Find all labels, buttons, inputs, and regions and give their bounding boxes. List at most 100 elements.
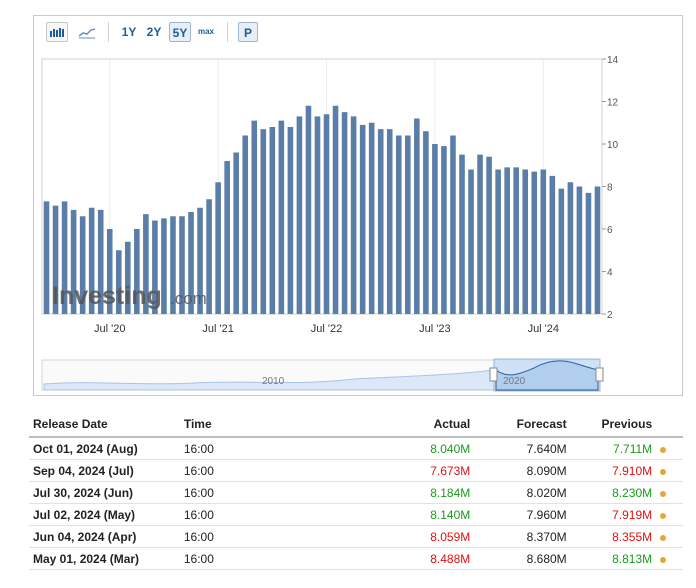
bar[interactable]	[242, 135, 249, 315]
row-date: Oct 01, 2024 (Aug)	[29, 437, 180, 460]
bar[interactable]	[278, 120, 285, 315]
bar[interactable]	[79, 216, 86, 314]
chart-toolbar: 1Y 2Y 5Y max P	[34, 16, 682, 50]
bar[interactable]	[269, 127, 276, 314]
bar[interactable]	[61, 201, 68, 315]
bar[interactable]	[567, 182, 574, 314]
navigator-selection-line	[495, 360, 599, 391]
bar[interactable]	[423, 131, 429, 314]
status-dot-icon	[660, 490, 667, 497]
bar[interactable]	[115, 250, 122, 314]
bar[interactable]	[414, 118, 420, 315]
y-tick-label: 14	[607, 55, 619, 66]
row-forecast: 8.370M	[474, 525, 571, 548]
row-actual: 8.184M	[309, 481, 475, 504]
watermark-com: .com	[170, 289, 207, 308]
bar-chart-icon[interactable]	[46, 22, 68, 42]
status-dot-icon	[660, 468, 667, 475]
bar[interactable]	[395, 135, 402, 315]
navigator[interactable]: 2010 2020	[41, 358, 604, 392]
bar[interactable]	[368, 122, 375, 314]
bar[interactable]	[314, 116, 321, 315]
navigator-left-handle[interactable]	[489, 367, 498, 382]
bar[interactable]	[125, 241, 131, 314]
range-1y-button[interactable]: 1Y	[121, 25, 137, 39]
header-previous: Previous	[570, 412, 657, 438]
bar[interactable]	[513, 167, 519, 314]
bar[interactable]	[350, 116, 357, 315]
bar[interactable]	[477, 154, 483, 315]
row-time: 16:00	[179, 547, 310, 570]
bar[interactable]	[558, 188, 565, 315]
bar[interactable]	[170, 216, 176, 314]
bar[interactable]	[504, 167, 510, 314]
bar[interactable]	[377, 129, 384, 315]
bar[interactable]	[97, 209, 104, 315]
bar[interactable]	[405, 135, 411, 315]
bar[interactable]	[323, 114, 330, 314]
row-date: Jul 02, 2024 (May)	[29, 503, 180, 526]
row-time: 16:00	[179, 503, 310, 526]
bar[interactable]	[251, 120, 258, 315]
bar[interactable]	[576, 186, 583, 315]
bar[interactable]	[152, 220, 158, 315]
bar[interactable]	[143, 214, 149, 315]
bar[interactable]	[486, 156, 492, 314]
bar[interactable]	[468, 169, 474, 315]
x-tick-label: Jul '21	[202, 323, 233, 335]
bar[interactable]	[585, 192, 592, 315]
bar[interactable]	[260, 129, 267, 315]
bar[interactable]	[52, 205, 59, 315]
bar[interactable]	[188, 212, 194, 314]
header-release-date: Release Date	[29, 412, 180, 438]
bar[interactable]	[450, 135, 456, 315]
bar[interactable]	[549, 175, 556, 315]
range-max-button[interactable]: max	[197, 27, 214, 36]
bar[interactable]	[459, 154, 465, 315]
row-actual: 8.488M	[309, 547, 475, 570]
bar[interactable]	[70, 209, 77, 315]
row-actual: 7.673M	[309, 459, 475, 482]
line-chart-icon[interactable]	[76, 22, 98, 42]
bar[interactable]	[594, 186, 601, 315]
bar[interactable]	[540, 169, 547, 315]
table-row: Jul 02, 2024 (May) 16:00 8.140M 7.960M 7…	[29, 503, 683, 526]
bar[interactable]	[386, 129, 393, 315]
bar[interactable]	[359, 124, 366, 315]
bar[interactable]	[134, 229, 140, 314]
table-row: Jun 04, 2024 (Apr) 16:00 8.059M 8.370M 8…	[29, 525, 683, 548]
bar[interactable]	[495, 169, 501, 315]
x-tick-label: Jul '23	[419, 323, 450, 335]
bar[interactable]	[287, 127, 294, 314]
range-5y-button[interactable]: 5Y	[169, 22, 191, 42]
bar[interactable]	[296, 116, 303, 315]
bar[interactable]	[224, 161, 230, 314]
bar[interactable]	[88, 207, 95, 314]
chart-container: 1Y 2Y 5Y max P Investing .com 2 4 6 8 10 12 14…	[33, 15, 683, 396]
bar[interactable]	[522, 169, 529, 315]
bar[interactable]	[441, 146, 447, 315]
bar[interactable]	[161, 218, 167, 315]
bar[interactable]	[197, 207, 203, 314]
bar[interactable]	[305, 105, 312, 314]
bar[interactable]	[206, 199, 212, 314]
bar[interactable]	[432, 144, 438, 314]
row-previous: 7.919M	[570, 503, 657, 526]
row-date: Jun 04, 2024 (Apr)	[29, 525, 180, 548]
p-button[interactable]: P	[238, 22, 258, 42]
row-forecast: 8.680M	[474, 547, 571, 570]
bar[interactable]	[531, 171, 538, 314]
bar[interactable]	[106, 229, 113, 314]
bar[interactable]	[341, 112, 348, 315]
bar[interactable]	[43, 201, 50, 315]
y-tick-label: 10	[607, 140, 619, 151]
header-time: Time	[179, 412, 310, 438]
navigator-label-2020: 2020	[503, 376, 526, 387]
navigator-right-handle[interactable]	[595, 367, 604, 382]
y-tick-label: 6	[607, 225, 613, 236]
bar[interactable]	[215, 182, 221, 314]
bar[interactable]	[332, 105, 339, 314]
bar[interactable]	[233, 152, 239, 315]
bar[interactable]	[179, 216, 185, 314]
range-2y-button[interactable]: 2Y	[146, 25, 162, 39]
